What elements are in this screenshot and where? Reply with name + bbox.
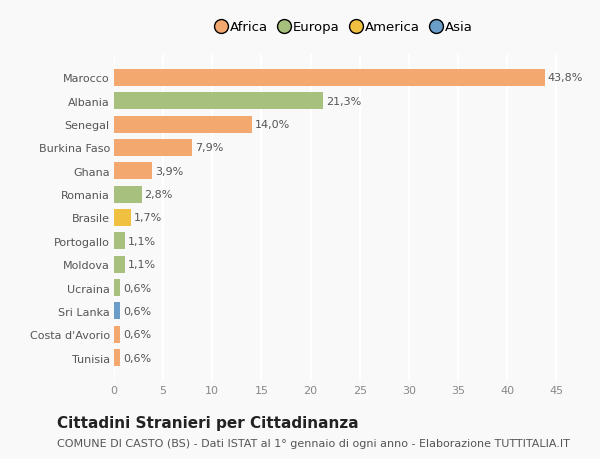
Bar bbox=[114, 93, 323, 110]
Text: 7,9%: 7,9% bbox=[194, 143, 223, 153]
Text: 3,9%: 3,9% bbox=[155, 167, 184, 176]
Text: 1,1%: 1,1% bbox=[128, 260, 156, 269]
Text: 0,6%: 0,6% bbox=[123, 283, 151, 293]
Bar bbox=[114, 70, 545, 87]
Text: 1,7%: 1,7% bbox=[134, 213, 162, 223]
Text: 0,6%: 0,6% bbox=[123, 330, 151, 340]
Bar bbox=[114, 140, 191, 157]
Bar bbox=[114, 349, 120, 366]
Text: 43,8%: 43,8% bbox=[547, 73, 583, 83]
Bar bbox=[114, 186, 142, 203]
Bar bbox=[114, 163, 152, 180]
Legend: Africa, Europa, America, Asia: Africa, Europa, America, Asia bbox=[212, 16, 478, 39]
Text: 21,3%: 21,3% bbox=[326, 96, 362, 106]
Text: COMUNE DI CASTO (BS) - Dati ISTAT al 1° gennaio di ogni anno - Elaborazione TUTT: COMUNE DI CASTO (BS) - Dati ISTAT al 1° … bbox=[57, 438, 570, 448]
Bar bbox=[114, 256, 125, 273]
Bar bbox=[114, 280, 120, 296]
Bar bbox=[114, 326, 120, 343]
Text: 14,0%: 14,0% bbox=[254, 120, 290, 130]
Text: 0,6%: 0,6% bbox=[123, 353, 151, 363]
Bar bbox=[114, 233, 125, 250]
Text: 1,1%: 1,1% bbox=[128, 236, 156, 246]
Bar bbox=[114, 210, 131, 226]
Text: 0,6%: 0,6% bbox=[123, 306, 151, 316]
Bar bbox=[114, 117, 251, 133]
Bar bbox=[114, 303, 120, 319]
Text: Cittadini Stranieri per Cittadinanza: Cittadini Stranieri per Cittadinanza bbox=[57, 415, 359, 431]
Text: 2,8%: 2,8% bbox=[145, 190, 173, 200]
